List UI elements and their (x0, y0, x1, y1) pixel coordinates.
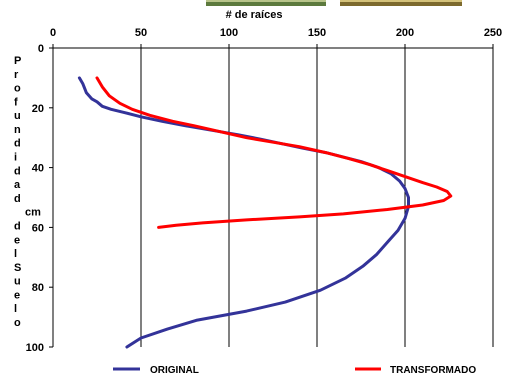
y-tick-label-40: 40 (32, 163, 44, 175)
series-layer (77, 76, 453, 349)
y-axis-title-char-6: d (14, 138, 21, 150)
x-tick-label-0: 0 (50, 27, 56, 39)
x-tick-label-250: 250 (484, 27, 502, 39)
y-axis-title-char-5: n (14, 124, 21, 136)
grid-layer (140, 48, 494, 347)
y-axis-title-char-17: e (14, 289, 20, 301)
x-tick-label-150: 150 (308, 27, 326, 39)
y-axis-title-char-9: a (14, 179, 21, 191)
y-axis-title-char-7: i (14, 152, 17, 164)
legend: ORIGINAL TRANSFORMADO (113, 365, 476, 375)
photo-strip (206, 0, 462, 6)
y-tick-label-20: 20 (32, 103, 44, 115)
y-axis-title-char-14: l (14, 248, 17, 260)
x-tick-label-100: 100 (220, 27, 238, 39)
y-axis-title-char-8: d (14, 165, 21, 177)
y-axis-title-char-3: f (14, 96, 18, 108)
series-line-transformado (95, 76, 453, 229)
tick-labels: 0 50 100 150 200 250 0 20 40 60 80 100 (26, 27, 503, 354)
y-axis-title-char-2: o (14, 83, 21, 95)
y-axis-title-char-15: S (14, 262, 21, 274)
y-axis-title-char-16: u (14, 276, 21, 288)
y-axis-title-char-18: l (14, 303, 17, 315)
x-tick-label-50: 50 (135, 27, 147, 39)
y-axis-title-char-12: d (14, 220, 21, 232)
y-tick-label-80: 80 (32, 282, 44, 294)
y-tick-label-100: 100 (26, 342, 44, 354)
y-axis-title-char-1: r (14, 69, 19, 81)
y-tick-label-0: 0 (38, 43, 44, 55)
y-axis-title-char-4: u (14, 110, 21, 122)
y-axis-title-char-19: o (14, 317, 21, 329)
axes-layer (52, 47, 493, 347)
y-axis-title-char-10: d (14, 193, 21, 205)
x-tick-label-200: 200 (396, 27, 414, 39)
y-axis-title-char-13: e (14, 234, 20, 246)
y-axis-title-char-11: cm (25, 207, 41, 219)
x-axis-title: # de raíces (226, 9, 283, 21)
y-axis-title-char-0: P (14, 55, 21, 67)
legend-label-transformado: TRANSFORMADO (390, 365, 476, 375)
y-tick-label-60: 60 (32, 222, 44, 234)
legend-label-original: ORIGINAL (150, 365, 199, 375)
